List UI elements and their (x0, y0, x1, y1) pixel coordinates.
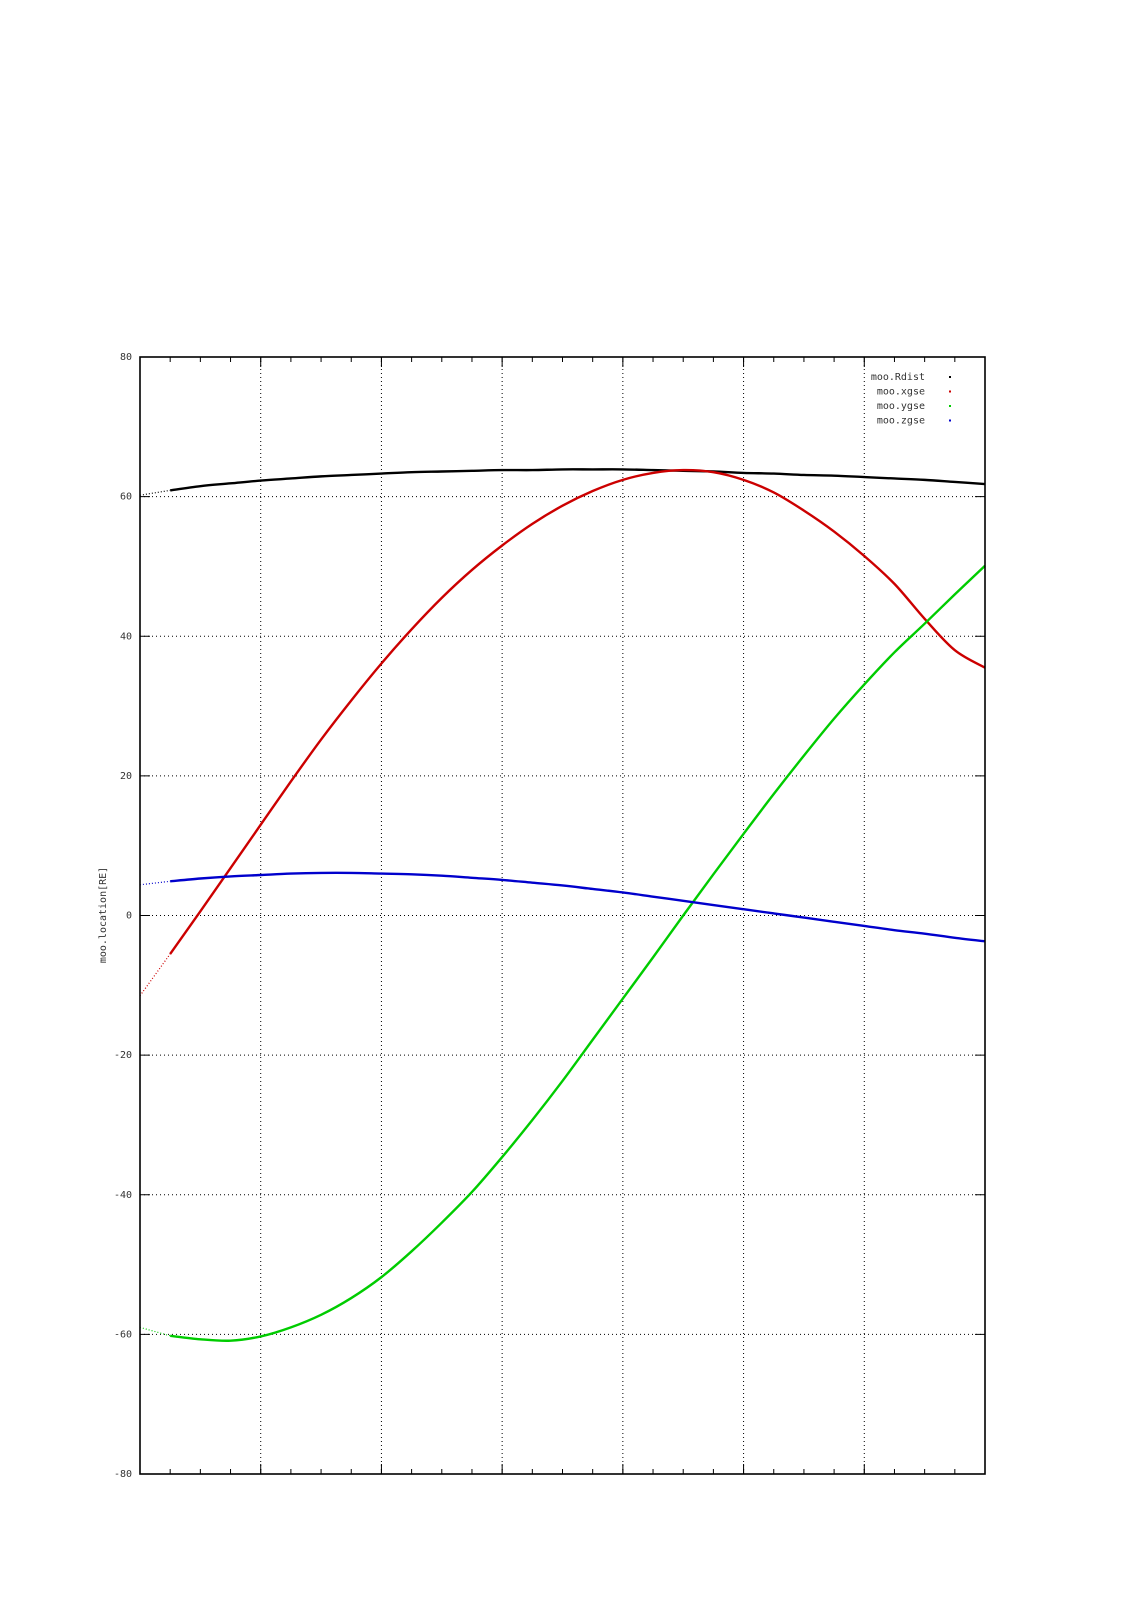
y-tick-label: -80 (114, 1469, 132, 1480)
legend-entry-label: moo.zgse (877, 416, 925, 427)
series-leadin-moo-Rdist (139, 489, 171, 496)
y-tick-label: 0 (126, 911, 132, 922)
y-tick-label: 40 (120, 631, 132, 642)
y-tick-label: -40 (114, 1190, 132, 1201)
y-axis-label: moo.location[RE] (98, 867, 109, 963)
series-line-moo-ygse (170, 564, 986, 1342)
series-line-moo-zgse (170, 871, 986, 943)
legend-swatch (949, 419, 951, 422)
legend: moo.Rdist moo.xgse moo.ygse moo.zgse (871, 372, 951, 427)
y-tick-label: 80 (120, 352, 132, 363)
series-line-moo-Rdist (170, 468, 986, 492)
legend-entry-label: moo.xgse (877, 387, 925, 398)
legend-entry-label: moo.Rdist (871, 372, 925, 383)
y-tick-label: 20 (120, 771, 132, 782)
grid (140, 357, 985, 1474)
series-leadin-moo-zgse (139, 880, 171, 886)
legend-entry-label: moo.ygse (877, 401, 925, 412)
series-leadin-moo-ygse (139, 1326, 171, 1337)
legend-swatch (949, 376, 951, 378)
y-tick-label: -60 (114, 1329, 132, 1340)
series-line-moo-xgse (169, 468, 986, 955)
series-group (139, 468, 986, 1342)
y-tick-label: -20 (114, 1050, 132, 1061)
y-tick-label: 60 (120, 492, 132, 503)
series-leadin-moo-xgse (139, 953, 171, 997)
legend-swatch (949, 390, 951, 393)
legend-swatch (949, 405, 951, 407)
plot-frame (139, 356, 986, 1475)
axis-ticks: -80 -60 -40 -20 0 20 40 60 80 (114, 352, 985, 1480)
